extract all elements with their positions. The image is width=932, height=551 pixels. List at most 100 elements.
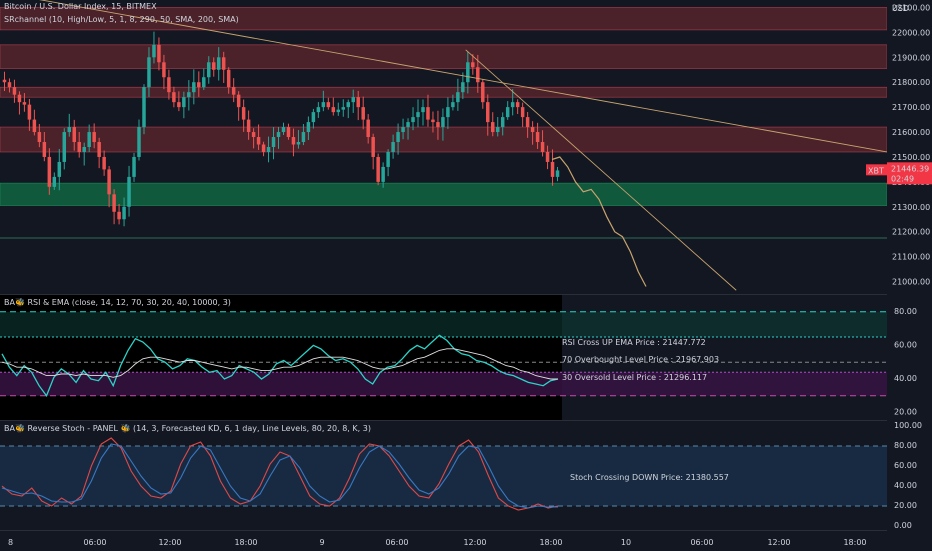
price-tick-label: 21100.00 (892, 253, 930, 262)
candle-body (7, 82, 12, 88)
candle-body (187, 92, 191, 98)
stoch-band (0, 446, 887, 506)
candle-body (471, 62, 475, 68)
candle-body (197, 82, 201, 88)
stoch-d-line (1, 443, 558, 509)
candle-body (441, 117, 445, 128)
time-tick-label: 06:00 (690, 538, 713, 547)
rsi-tick-label: 80.00 (894, 307, 917, 316)
support-zone (0, 182, 887, 206)
price-tick-label: 21600.00 (892, 128, 930, 137)
price-tick-label: 21000.00 (892, 278, 930, 287)
candle-body (216, 57, 221, 70)
price-badge-value: 21446.39 (891, 164, 929, 173)
candle-body (142, 87, 146, 128)
rsi-tick-label: 60.00 (894, 340, 917, 349)
candle-body (381, 166, 385, 182)
candle-body (406, 122, 410, 128)
candle-body (77, 142, 81, 152)
candle-body (82, 147, 86, 152)
candle-body (296, 142, 301, 145)
candle-body (62, 132, 67, 162)
candle-body (246, 119, 251, 133)
candle-body (97, 142, 101, 157)
rsi-chart[interactable]: RSI Cross UP EMA Price : 21447.772 70 Ove… (0, 295, 887, 421)
price-axis[interactable]: 22100.00 22000.00 21900.00 21800.00 21700.00… (887, 0, 932, 294)
candle-body (371, 137, 375, 157)
candle-body (535, 132, 540, 143)
candle-body (127, 176, 131, 207)
ema-line (1, 348, 558, 380)
resistance-zone (0, 126, 887, 153)
candle-body (456, 92, 460, 103)
candle-body (461, 82, 465, 93)
candle-body (525, 117, 530, 128)
candle-body (12, 87, 17, 95)
candle-body (122, 206, 126, 220)
sr-indicator-title[interactable]: SRchannel (10, High/Low, 5, 1, 8, 290, 5… (4, 15, 239, 24)
candle-body (112, 194, 116, 212)
candle-body (241, 107, 246, 120)
candle-body (117, 211, 121, 220)
candle-body (481, 82, 485, 103)
candle-body (92, 132, 96, 143)
stoch-panel[interactable]: Stoch Crossing DOWN Price: 21380.557 (0, 420, 887, 531)
candle-body (32, 119, 37, 133)
candle-body (490, 122, 495, 133)
candle-body (281, 127, 286, 133)
candle-body (271, 137, 276, 147)
candle-body (226, 69, 231, 88)
candle-body (157, 44, 161, 63)
candle-body (351, 97, 355, 103)
rsi-panel[interactable]: RSI Cross UP EMA Price : 21447.772 70 Ove… (0, 294, 887, 421)
candle-body (515, 102, 520, 108)
candle-body (261, 144, 266, 152)
candle-body (396, 132, 400, 143)
rsi-indicator-title[interactable]: BA🐝 RSI & EMA (close, 14, 12, 70, 30, 20… (4, 298, 231, 307)
candle-body (211, 62, 216, 70)
stoch-annotation: Stoch Crossing DOWN Price: 21380.557 (570, 473, 729, 482)
symbol-badge-label: XBT (868, 166, 884, 175)
symbol-badge (866, 164, 887, 176)
candle-body (326, 102, 331, 108)
candle-body (431, 119, 435, 123)
time-tick-label: 06:00 (385, 538, 408, 547)
time-tick-label: 8 (8, 538, 13, 547)
stoch-axis[interactable]: 100.00 80.00 60.00 40.00 20.00 0.00 (887, 420, 932, 530)
candle-body (361, 107, 365, 120)
candle-body (87, 132, 91, 147)
candle-body (486, 102, 490, 123)
candle-body (52, 176, 57, 187)
stoch-tick-label: 60.00 (894, 461, 917, 470)
candle-body (107, 169, 111, 195)
candle-body (17, 94, 22, 103)
candle-body (376, 156, 380, 182)
trendline (39, 0, 887, 153)
stoch-chart[interactable]: Stoch Crossing DOWN Price: 21380.557 (0, 421, 887, 531)
candle-body (336, 109, 341, 113)
candle-body (276, 132, 281, 138)
price-tick-label: 21900.00 (892, 53, 930, 62)
candle-body (137, 127, 141, 157)
stoch-indicator-title[interactable]: BA🐝 Reverse Stoch - PANEL 🐝 (14, 3, Fore… (4, 424, 371, 433)
candle-body (42, 142, 47, 157)
stoch-tick-label: 0.00 (894, 521, 912, 530)
candle-body (386, 151, 390, 167)
candle-body (466, 62, 470, 83)
candle-body (67, 127, 72, 133)
candle-body (306, 122, 311, 133)
candle-body (495, 127, 500, 133)
candle-body (256, 137, 261, 145)
price-badge-countdown: 02:49 (891, 174, 914, 183)
price-badge (887, 162, 932, 185)
price-panel[interactable]: XBT (0, 0, 887, 294)
price-chart[interactable]: XBT (0, 0, 887, 294)
candle-body (416, 112, 420, 118)
time-axis[interactable]: 8 06:00 12:00 18:00 9 06:00 12:00 18:00 10 06:00 1… (0, 530, 887, 551)
candle-body (426, 107, 430, 120)
rsi-line (1, 334, 559, 398)
stoch-tick-label: 100.00 (894, 421, 922, 430)
candle-body (476, 67, 480, 83)
candle-body (2, 79, 7, 83)
rsi-axis[interactable]: 80.00 60.00 40.00 20.00 (887, 294, 932, 420)
